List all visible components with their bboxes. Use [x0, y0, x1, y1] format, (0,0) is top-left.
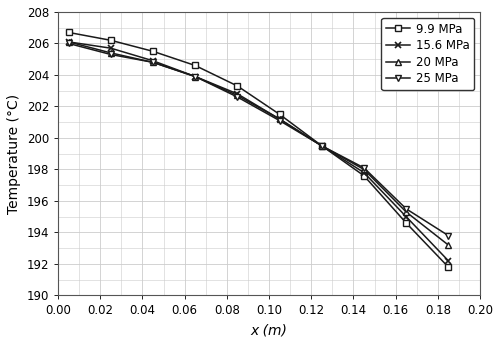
- X-axis label: x (m): x (m): [250, 323, 288, 337]
- 15.6 MPa: [319, 144, 325, 148]
- Y-axis label: Temperature (°C): Temperature (°C): [7, 94, 21, 214]
- 9.9 MPa: [319, 144, 325, 148]
- 20 MPa: [150, 60, 156, 64]
- 25 MPa: [446, 234, 452, 238]
- 15.6 MPa: [234, 92, 240, 96]
- 20 MPa: [108, 51, 114, 55]
- 9.9 MPa: [150, 49, 156, 53]
- 9.9 MPa: [361, 174, 367, 178]
- 25 MPa: [361, 166, 367, 170]
- 15.6 MPa: [361, 171, 367, 175]
- 9.9 MPa: [66, 30, 71, 34]
- 15.6 MPa: [150, 59, 156, 63]
- 25 MPa: [319, 144, 325, 148]
- 15.6 MPa: [276, 117, 282, 121]
- 15.6 MPa: [108, 46, 114, 50]
- 25 MPa: [403, 207, 409, 211]
- 25 MPa: [192, 74, 198, 78]
- 20 MPa: [66, 40, 71, 44]
- 25 MPa: [234, 95, 240, 99]
- 9.9 MPa: [403, 221, 409, 225]
- 9.9 MPa: [446, 265, 452, 269]
- 25 MPa: [66, 41, 71, 45]
- 9.9 MPa: [108, 38, 114, 42]
- 20 MPa: [319, 144, 325, 148]
- 20 MPa: [276, 117, 282, 121]
- Line: 15.6 MPa: 15.6 MPa: [65, 39, 452, 264]
- 15.6 MPa: [192, 74, 198, 78]
- 20 MPa: [446, 243, 452, 247]
- 9.9 MPa: [234, 84, 240, 88]
- Line: 9.9 MPa: 9.9 MPa: [65, 29, 452, 271]
- 20 MPa: [361, 168, 367, 172]
- 15.6 MPa: [446, 259, 452, 263]
- 15.6 MPa: [403, 215, 409, 219]
- Legend: 9.9 MPa, 15.6 MPa, 20 MPa, 25 MPa: 9.9 MPa, 15.6 MPa, 20 MPa, 25 MPa: [382, 18, 474, 90]
- 15.6 MPa: [66, 40, 71, 44]
- 25 MPa: [150, 60, 156, 64]
- 20 MPa: [234, 93, 240, 97]
- 25 MPa: [108, 52, 114, 56]
- 9.9 MPa: [192, 63, 198, 67]
- 9.9 MPa: [276, 112, 282, 116]
- Line: 20 MPa: 20 MPa: [65, 39, 452, 248]
- 20 MPa: [192, 74, 198, 78]
- Line: 25 MPa: 25 MPa: [65, 40, 452, 239]
- 20 MPa: [403, 210, 409, 214]
- 25 MPa: [276, 119, 282, 123]
